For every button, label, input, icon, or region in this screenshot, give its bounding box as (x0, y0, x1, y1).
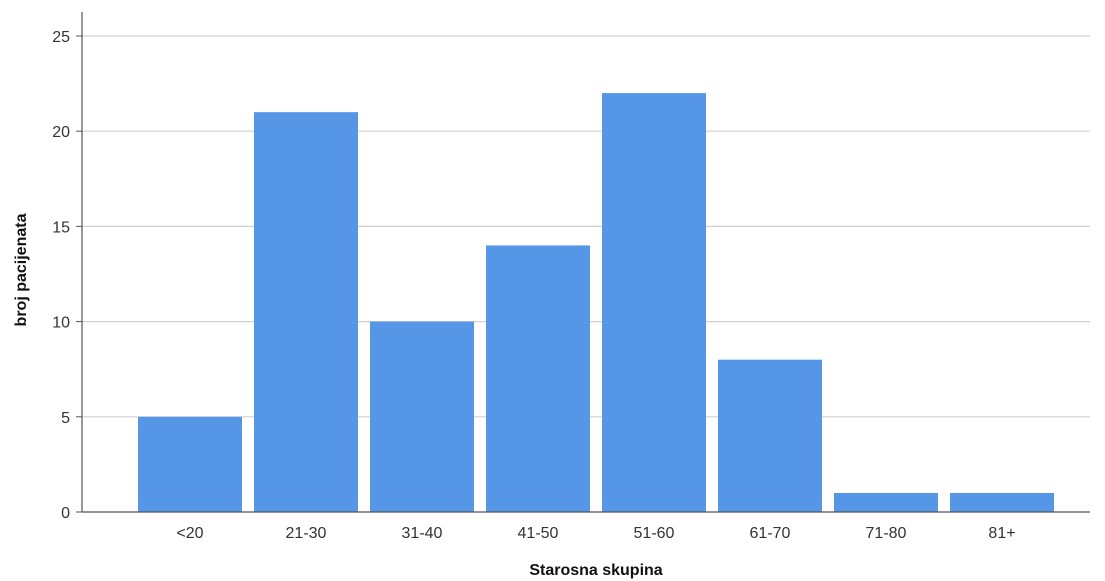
y-tick-label: 20 (52, 124, 70, 141)
bar (254, 112, 358, 512)
bar (950, 492, 1054, 512)
bar (138, 416, 242, 512)
bar (370, 321, 474, 512)
y-tick-labels: 0 5 10 15 20 25 (52, 29, 70, 522)
y-tick-label: 5 (61, 410, 70, 427)
x-tick-label: 51-60 (634, 525, 675, 542)
x-tick-label: 81+ (988, 525, 1015, 542)
axes (81, 12, 1090, 513)
y-axis-title: broj pacijenata (13, 213, 30, 326)
bar (602, 93, 706, 513)
y-tick-label: 25 (52, 29, 70, 46)
y-tick-label: 0 (61, 505, 70, 522)
x-tick-labels: <20 21-30 31-40 41-50 51-60 61-70 71-80 81+ (176, 525, 1015, 542)
x-tick-label: 41-50 (518, 525, 559, 542)
bar (834, 492, 938, 512)
bars (138, 93, 1054, 513)
bar (718, 359, 822, 512)
bar (486, 245, 590, 512)
y-tick-label: 15 (52, 219, 70, 236)
x-tick-label: 21-30 (286, 525, 327, 542)
y-tick-label: 10 (52, 315, 70, 332)
x-tick-label: 31-40 (402, 525, 443, 542)
gridlines (76, 35, 1090, 513)
x-axis-title: Starosna skupina (529, 562, 662, 579)
x-tick-label: 71-80 (866, 525, 907, 542)
x-tick-label: <20 (176, 525, 203, 542)
x-tick-label: 61-70 (750, 525, 791, 542)
